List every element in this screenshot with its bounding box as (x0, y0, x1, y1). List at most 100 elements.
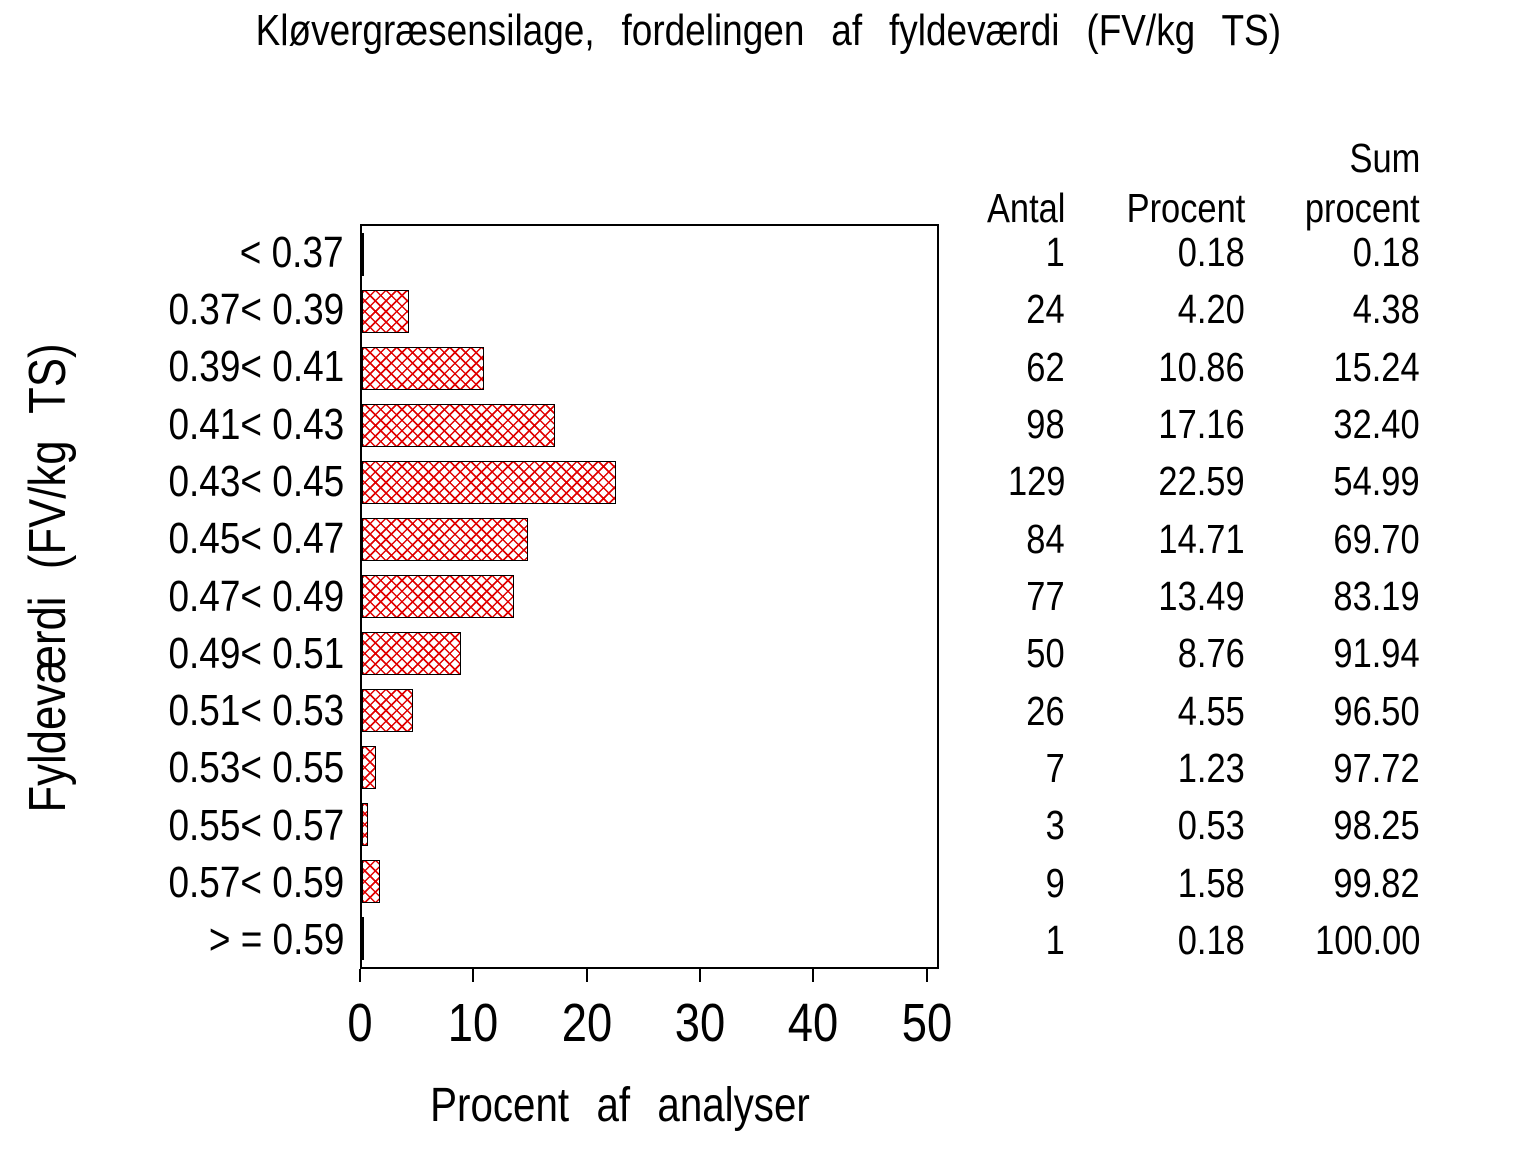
procent-value: 4.20 (1177, 286, 1245, 333)
procent-value: 10.86 (1158, 343, 1245, 390)
table-header-procent: Procent (1126, 185, 1245, 231)
category-row: 0.49< 0.51 (0, 625, 344, 682)
x-tick (585, 969, 588, 982)
bar (362, 233, 365, 276)
bar (362, 917, 365, 960)
sum-procent-value: 100.00 (1314, 916, 1420, 963)
table-row: 24 4.20 4.38 (880, 281, 1420, 338)
antal-value: 7 (1045, 744, 1065, 791)
antal-value: 50 (1026, 630, 1065, 677)
bar-row (362, 682, 937, 739)
sum-procent-value: 0.18 (1352, 229, 1420, 276)
table-cell: 13.49 (1065, 573, 1245, 620)
table-row: 98 17.16 32.40 (880, 396, 1420, 453)
table-cell: 4.38 (1245, 286, 1420, 333)
procent-value: 0.53 (1177, 802, 1245, 849)
category-label: 0.47< 0.49 (168, 571, 344, 621)
bar (362, 632, 461, 675)
table-cell: 50 (880, 630, 1065, 677)
category-label: 0.51< 0.53 (168, 686, 344, 736)
x-axis-ticks (359, 969, 939, 985)
bars-area (362, 226, 937, 967)
x-axis-tick-labels: 0 10 20 30 40 50 (347, 992, 951, 1053)
procent-value: 1.58 (1177, 859, 1245, 906)
category-label: < 0.37 (240, 227, 344, 277)
sum-procent-value: 99.82 (1333, 859, 1420, 906)
table-row: 77 13.49 83.19 (880, 568, 1420, 625)
bar (362, 746, 376, 789)
table-cell: 99.82 (1245, 860, 1420, 907)
bar-row (362, 397, 937, 454)
category-row: 0.57< 0.59 (0, 854, 344, 911)
category-row: 0.37< 0.39 (0, 281, 344, 338)
procent-value: 17.16 (1158, 401, 1245, 448)
sum-procent-value: 97.72 (1333, 744, 1420, 791)
table-cell: 4.20 (1065, 286, 1245, 333)
x-tick-label: 40 (787, 993, 839, 1053)
table-cell: 0.18 (1065, 917, 1245, 964)
category-label: 0.41< 0.43 (168, 399, 344, 449)
table-cell: 7 (880, 745, 1065, 792)
x-tick-label: 10 (448, 993, 499, 1053)
table-row: 84 14.71 69.70 (880, 511, 1420, 568)
category-label: 0.53< 0.55 (168, 743, 344, 793)
table-cell: 98.25 (1245, 802, 1420, 849)
table-row: 1 0.18 0.18 (880, 224, 1420, 281)
table-cell: 100.00 (1245, 917, 1420, 964)
table-cell: 1 (880, 917, 1065, 964)
procent-value: 8.76 (1177, 630, 1245, 677)
table-row: 3 0.53 98.25 (880, 797, 1420, 854)
category-row: 0.53< 0.55 (0, 740, 344, 797)
x-tick (812, 969, 815, 982)
table-cell: 69.70 (1245, 516, 1420, 563)
table-cell: 97.72 (1245, 745, 1420, 792)
table-row: 9 1.58 99.82 (880, 854, 1420, 911)
table-cell: 1 (880, 229, 1065, 276)
x-axis-label-text: Procent af analyser (430, 1079, 810, 1132)
antal-value: 3 (1045, 802, 1065, 849)
bar-row (362, 226, 937, 283)
category-row: 0.51< 0.53 (0, 683, 344, 740)
table-cell: 0.53 (1065, 802, 1245, 849)
table-cell: 26 (880, 688, 1065, 735)
procent-value: 14.71 (1158, 515, 1245, 562)
bar (362, 803, 368, 846)
category-label: 0.55< 0.57 (168, 800, 344, 850)
category-row: 0.47< 0.49 (0, 568, 344, 625)
table-row: 62 10.86 15.24 (880, 339, 1420, 396)
table-header-sum-procent: procent (1305, 185, 1420, 231)
x-tick-label: 20 (561, 993, 612, 1053)
bar-row (362, 568, 937, 625)
antal-value: 1 (1045, 229, 1065, 276)
antal-value: 1 (1045, 916, 1065, 963)
table-cell: 17.16 (1065, 401, 1245, 448)
table-cell: 62 (880, 344, 1065, 391)
table-row: 1 0.18 100.00 (880, 912, 1420, 969)
bar-row (362, 625, 937, 682)
procent-value: 13.49 (1158, 573, 1245, 620)
bar (362, 347, 485, 390)
table-cell: 14.71 (1065, 516, 1245, 563)
table-cell: 4.55 (1065, 688, 1245, 735)
x-axis-label: Procent af analyser (300, 1078, 940, 1133)
procent-value: 22.59 (1158, 458, 1245, 505)
category-labels: < 0.37 0.37< 0.39 0.39< 0.41 0.41< 0.43 0.43… (0, 224, 344, 969)
antal-value: 9 (1045, 859, 1065, 906)
x-tick-label: 0 (347, 993, 373, 1053)
table-cell: 54.99 (1245, 458, 1420, 505)
sum-procent-value: 15.24 (1333, 343, 1420, 390)
category-row: 0.41< 0.43 (0, 396, 344, 453)
bar (362, 518, 528, 561)
x-tick (359, 969, 361, 982)
bar-row (362, 511, 937, 568)
table-row: 7 1.23 97.72 (880, 740, 1420, 797)
bar (362, 461, 617, 504)
table-cell: 9 (880, 860, 1065, 907)
bar-row (362, 853, 937, 910)
procent-value: 1.23 (1177, 744, 1245, 791)
chart-title-text: Kløvergræsensilage, fordelingen af fylde… (255, 6, 1281, 55)
category-label: 0.57< 0.59 (168, 858, 344, 908)
x-tick (925, 969, 928, 982)
antal-value: 98 (1026, 401, 1065, 448)
x-tick-label: 30 (674, 993, 726, 1053)
